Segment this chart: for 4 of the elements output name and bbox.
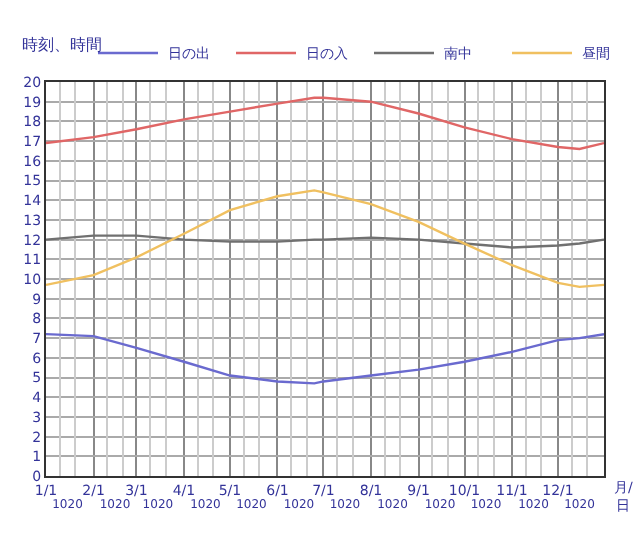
- y-axis-title: 時刻、時間: [22, 36, 102, 54]
- line-series: [46, 96, 604, 151]
- line-series: [46, 332, 604, 385]
- line-series: [46, 189, 604, 289]
